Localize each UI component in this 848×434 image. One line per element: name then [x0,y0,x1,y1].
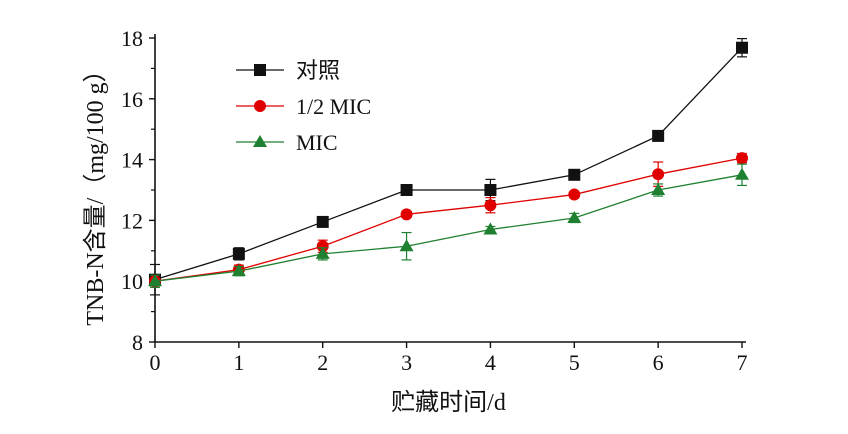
data-point [232,247,245,260]
series-layer [148,38,749,296]
legend-label: 1/2 MIC [296,94,371,119]
y-tick-label: 8 [132,330,143,355]
data-point [484,184,497,196]
x-tick-label: 0 [150,350,161,375]
x-tick-label: 6 [653,350,664,375]
data-point [651,183,666,195]
series-line [154,174,743,282]
data-point [567,210,582,223]
legend-marker [253,135,267,147]
legend-marker [254,64,266,76]
x-tick-label: 4 [485,350,496,375]
series-2 [148,163,749,288]
legend: 对照 1/2 MIC MIC [236,58,371,155]
x-tick-label: 1 [233,350,244,375]
data-point [568,168,581,181]
y-tick-label: 12 [121,208,143,233]
data-point [148,274,162,287]
data-point [568,188,581,201]
data-point [400,208,413,221]
data-point [316,215,329,228]
data-point [400,184,413,196]
y-tick-label: 10 [121,269,143,294]
x-tick-label: 2 [317,350,328,375]
data-point [484,199,497,212]
data-point [652,168,665,181]
legend-label: 对照 [296,58,340,83]
data-point [736,41,748,54]
x-tick-label: 5 [569,350,580,375]
y-tick-label: 16 [121,87,143,112]
series-line [154,47,743,281]
x-tick-label: 7 [737,350,748,375]
y-tick-label: 18 [121,26,143,51]
data-point [316,240,329,253]
series-line [154,157,743,282]
data-point [735,167,749,180]
data-point [231,264,246,277]
y-tick-label: 14 [121,148,143,173]
data-point [399,239,414,252]
data-point [736,152,748,165]
legend-marker [254,100,266,112]
x-axis-label: 贮藏时间/d [391,389,506,416]
legend-label: MIC [296,130,338,155]
data-point [652,129,665,142]
x-tick-label: 3 [401,350,412,375]
data-point [315,246,330,259]
y-axis-label: TNB-N含量/（mg/100 g） [82,58,109,325]
data-point [483,222,498,235]
